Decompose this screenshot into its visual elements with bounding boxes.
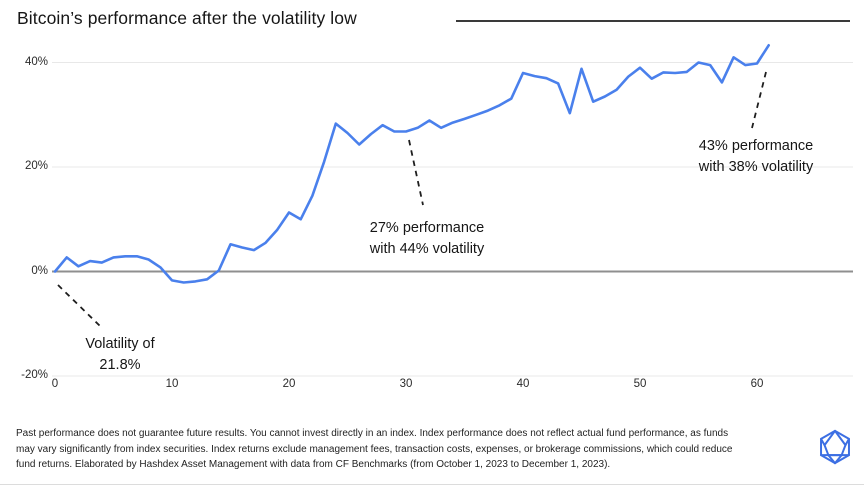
annotation-volatility-low: Volatility of 21.8% <box>85 334 154 376</box>
logo-edge <box>844 437 850 447</box>
y-tick-label: -20% <box>21 369 48 381</box>
performance-line <box>53 43 771 284</box>
logo-pentagon <box>823 429 847 457</box>
logo-edge <box>827 454 836 465</box>
logo-edge <box>820 437 826 447</box>
annotation-line: Volatility of <box>85 336 155 352</box>
annotation-line: with 44% volatility <box>369 241 485 257</box>
x-tick-label: 20 <box>282 378 296 390</box>
connector-volatility-low <box>57 284 101 327</box>
annotation-line: 43% performance <box>698 138 814 154</box>
connector-27 <box>408 139 424 206</box>
footer-line: fund returns. Elaborated by Hashdex Asse… <box>16 459 611 470</box>
annotation-line: 27% performance <box>369 220 485 236</box>
annotation-43-performance: 43% performance with 38% volatility <box>699 136 813 178</box>
annotation-line: 21.8% <box>99 357 141 373</box>
connector-43 <box>751 71 767 129</box>
y-tick-label: 20% <box>24 160 48 172</box>
x-tick-label: 60 <box>750 378 764 390</box>
x-tick-label: 30 <box>399 378 413 390</box>
chart-title: Bitcoin’s performance after the volatili… <box>17 8 357 28</box>
x-tick-label: 50 <box>633 378 647 390</box>
disclaimer-footer: Past performance does not guarantee futu… <box>16 426 816 473</box>
annotation-line: with 38% volatility <box>698 159 814 175</box>
x-tick-label: 10 <box>165 378 179 390</box>
footer-line: may vary significantly from index securi… <box>16 443 733 455</box>
logo-edge <box>834 454 843 465</box>
x-tick-label: 0 <box>51 378 59 390</box>
footer-line: Past performance does not guarantee futu… <box>16 428 729 439</box>
chart-svg <box>52 43 853 377</box>
hashdex-polyhedron-logo <box>820 429 850 465</box>
title-rule <box>456 20 850 22</box>
annotation-27-performance: 27% performance with 44% volatility <box>370 218 484 260</box>
y-tick-label: 0% <box>31 264 48 277</box>
annotation-connectors <box>57 71 767 327</box>
y-tick-label: 40% <box>24 55 48 68</box>
x-tick-label: 40 <box>516 378 530 390</box>
